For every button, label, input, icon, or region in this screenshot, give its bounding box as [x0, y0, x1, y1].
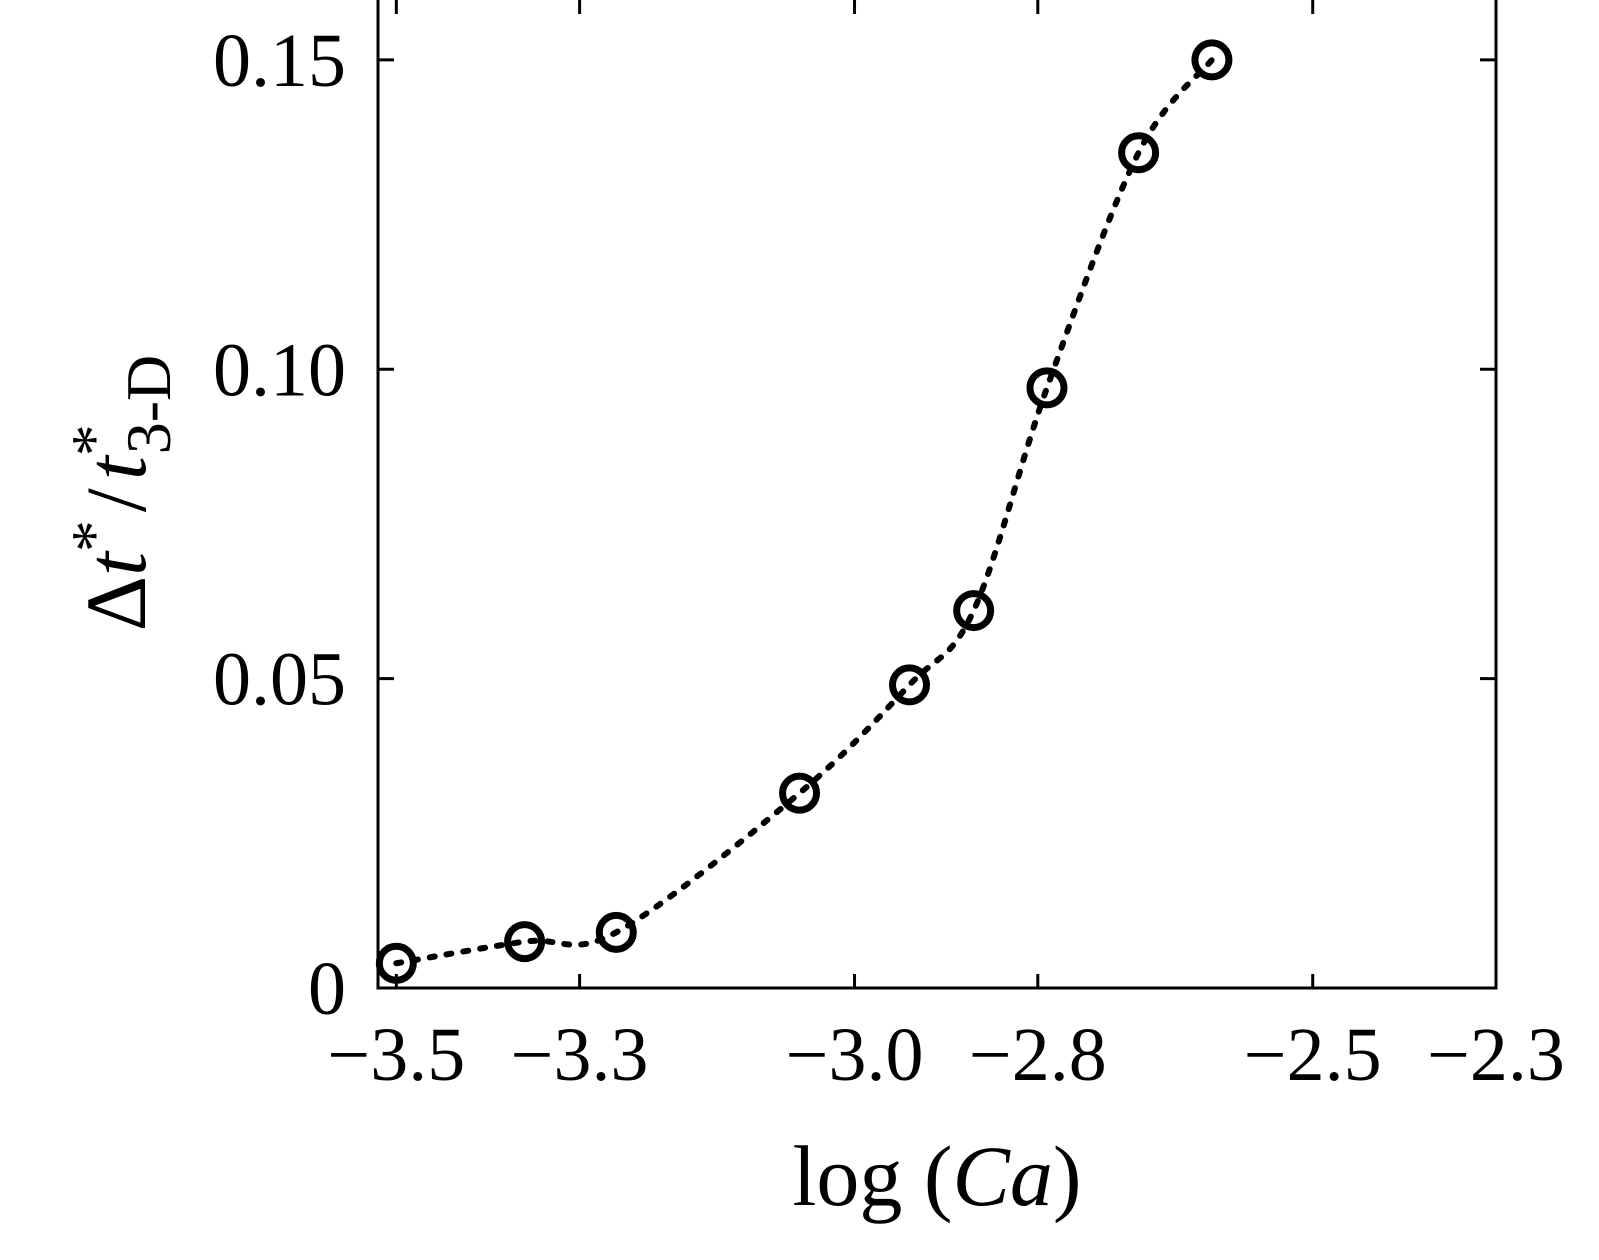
data-point	[1191, 39, 1233, 81]
x-axis-label: log (Ca)	[792, 1128, 1081, 1224]
x-tick-label: −3.0	[786, 1013, 924, 1097]
x-tick-label: −2.8	[969, 1013, 1107, 1097]
data-point	[1026, 367, 1068, 409]
x-tick-label: −3.5	[327, 1013, 465, 1097]
y-tick-label: 0	[308, 947, 346, 1031]
x-tick-label: −2.3	[1427, 1013, 1565, 1097]
y-axis-ticks: 0 0.05 0.10 0.15	[213, 19, 1496, 1031]
y-tick-label: 0.05	[213, 638, 346, 722]
data-point	[779, 772, 821, 814]
x-tick-label: −2.5	[1244, 1013, 1382, 1097]
data-points	[375, 39, 1233, 984]
y-tick-label: 0.15	[213, 19, 346, 103]
y-tick-label: 0.10	[213, 328, 346, 412]
x-axis-ticks: −3.5 −3.3 −3.0 −2.8 −2.5 −2.3	[327, 0, 1565, 1097]
data-point	[504, 921, 546, 963]
data-point	[889, 664, 931, 706]
data-point	[1118, 132, 1160, 174]
plot-frame	[376, 0, 1498, 990]
series-line	[393, 56, 1215, 967]
x-tick-label: −3.3	[511, 1013, 649, 1097]
data-point	[375, 942, 417, 984]
data-point	[595, 911, 637, 953]
data-point	[953, 590, 995, 632]
y-axis-label: Δt*/t*3-D	[58, 355, 184, 632]
